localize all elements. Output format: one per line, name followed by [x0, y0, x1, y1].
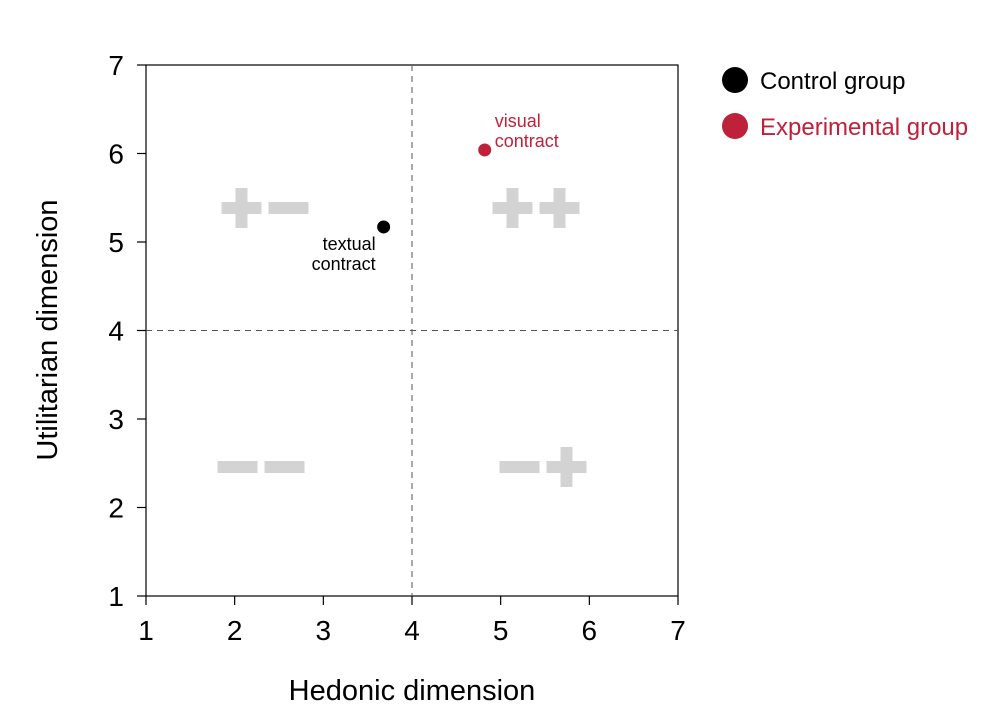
y-axis-label: Utilitarian dimension: [32, 199, 64, 460]
x-axis-label: Hedonic dimension: [289, 675, 536, 707]
legend: Control group Experimental group: [722, 67, 968, 141]
legend-label: Control group: [760, 68, 905, 95]
y-tick-label: 4: [108, 316, 124, 347]
plus-symbol-vertical: [553, 188, 566, 228]
quadrant-marker-top-right: ++: [492, 188, 580, 228]
y-tick-label: 3: [108, 404, 124, 435]
minus-symbol: [264, 461, 305, 473]
reference-lines: [146, 65, 678, 596]
quadrant-markers: +- ++ -- -+: [217, 188, 587, 487]
data-point-control: [377, 220, 391, 234]
plus-symbol-vertical: [560, 447, 573, 487]
y-tick-label: 5: [108, 227, 124, 258]
point-label: textual contract: [312, 234, 376, 274]
quadrant-marker-bottom-left: --: [217, 461, 305, 473]
quadrant-marker-bottom-right: -+: [499, 447, 587, 487]
minus-symbol: [217, 461, 258, 473]
x-tick-label: 6: [582, 615, 598, 646]
plus-symbol-vertical: [235, 188, 248, 228]
y-tick-label: 2: [108, 493, 124, 524]
legend-marker-control: [722, 67, 748, 93]
minus-symbol: [268, 202, 309, 214]
x-tick-label: 1: [138, 615, 154, 646]
plus-symbol-vertical: [506, 188, 519, 228]
data-point-experimental: [478, 143, 492, 157]
y-axis: 1 2 3 4 5 6 7: [108, 50, 146, 612]
x-tick-label: 4: [404, 615, 420, 646]
legend-label: Experimental group: [760, 114, 968, 141]
x-tick-label: 2: [227, 615, 243, 646]
y-tick-label: 6: [108, 139, 124, 170]
legend-marker-experimental: [722, 113, 748, 139]
point-label: visual contract: [495, 111, 559, 151]
x-axis: 1 2 3 4 5 6 7: [138, 596, 686, 646]
data-points: textual contract visual contract: [312, 111, 559, 274]
x-tick-label: 5: [493, 615, 509, 646]
minus-symbol: [499, 461, 540, 473]
y-tick-label: 1: [108, 581, 124, 612]
x-tick-label: 3: [316, 615, 332, 646]
quadrant-marker-top-left: +-: [221, 188, 309, 228]
y-tick-label: 7: [108, 50, 124, 81]
x-tick-label: 7: [670, 615, 686, 646]
